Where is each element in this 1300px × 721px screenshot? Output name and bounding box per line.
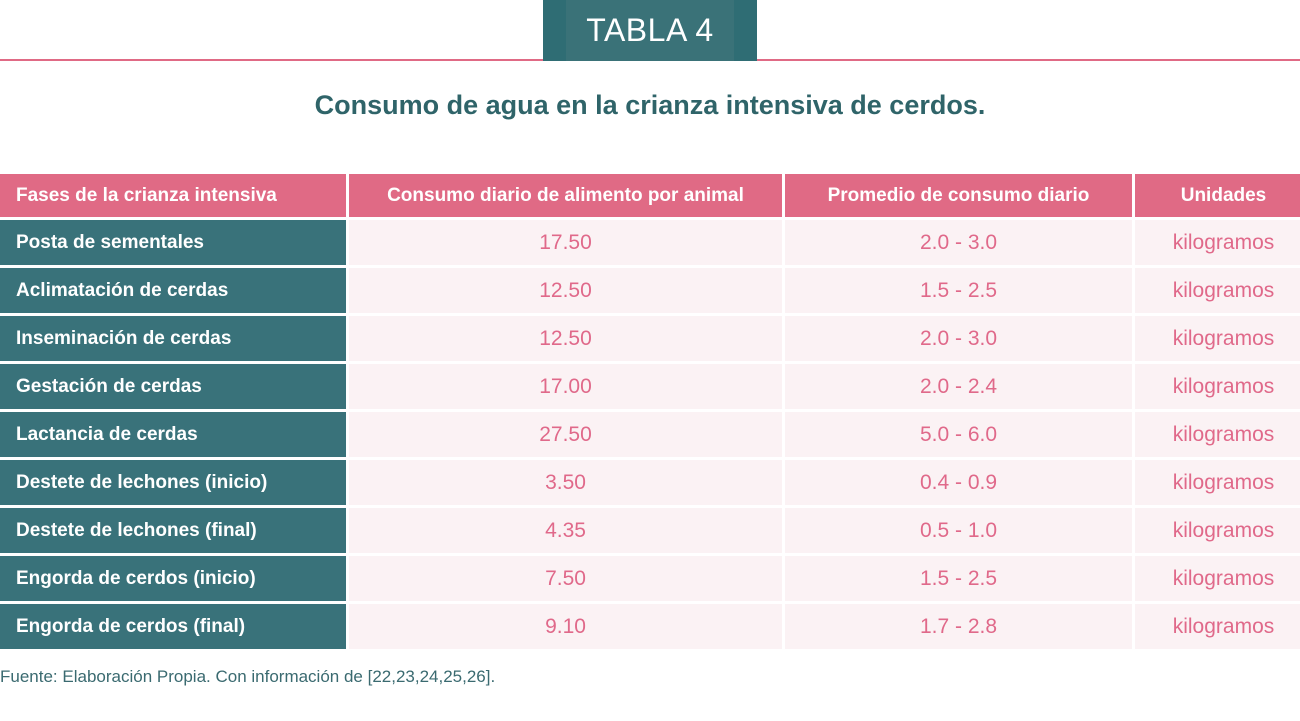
table-tag: TABLA 4: [566, 0, 734, 61]
phase-cell: Lactancia de cerdas: [0, 412, 346, 457]
average-cell: 2.0 - 3.0: [785, 316, 1132, 361]
column-header-food: Consumo diario de alimento por animal: [349, 174, 782, 217]
average-cell: 1.5 - 2.5: [785, 556, 1132, 601]
source-note: Fuente: Elaboración Propia. Con informac…: [0, 667, 496, 686]
food-cell: 27.50: [349, 412, 782, 457]
average-cell: 2.0 - 2.4: [785, 364, 1132, 409]
table-row: Aclimatación de cerdas 12.50 1.5 - 2.5 k…: [0, 268, 1300, 313]
unit-cell: kilogramos: [1135, 316, 1300, 361]
food-cell: 12.50: [349, 316, 782, 361]
table-row: Engorda de cerdos (final) 9.10 1.7 - 2.8…: [0, 604, 1300, 649]
phase-cell: Destete de lechones (inicio): [0, 460, 346, 505]
unit-cell: kilogramos: [1135, 268, 1300, 313]
column-header-average: Promedio de consumo diario: [785, 174, 1132, 217]
food-cell: 17.00: [349, 364, 782, 409]
column-header-units: Unidades: [1135, 174, 1300, 217]
phase-cell: Engorda de cerdos (inicio): [0, 556, 346, 601]
unit-cell: kilogramos: [1135, 508, 1300, 553]
unit-cell: kilogramos: [1135, 460, 1300, 505]
unit-cell: kilogramos: [1135, 556, 1300, 601]
average-cell: 0.4 - 0.9: [785, 460, 1132, 505]
phase-cell: Engorda de cerdos (final): [0, 604, 346, 649]
phase-cell: Inseminación de cerdas: [0, 316, 346, 361]
food-cell: 12.50: [349, 268, 782, 313]
average-cell: 1.5 - 2.5: [785, 268, 1132, 313]
average-cell: 2.0 - 3.0: [785, 220, 1132, 265]
phase-cell: Destete de lechones (final): [0, 508, 346, 553]
table-row: Destete de lechones (final) 4.35 0.5 - 1…: [0, 508, 1300, 553]
table-row: Inseminación de cerdas 12.50 2.0 - 3.0 k…: [0, 316, 1300, 361]
average-cell: 0.5 - 1.0: [785, 508, 1132, 553]
table-title: Consumo de agua en la crianza intensiva …: [314, 90, 986, 120]
table-row: Engorda de cerdos (inicio) 7.50 1.5 - 2.…: [0, 556, 1300, 601]
food-cell: 7.50: [349, 556, 782, 601]
unit-cell: kilogramos: [1135, 412, 1300, 457]
phase-cell: Posta de sementales: [0, 220, 346, 265]
average-cell: 1.7 - 2.8: [785, 604, 1132, 649]
table-row: Lactancia de cerdas 27.50 5.0 - 6.0 kilo…: [0, 412, 1300, 457]
column-header-phase: Fases de la crianza intensiva: [0, 174, 346, 217]
table-row: Gestación de cerdas 17.00 2.0 - 2.4 kilo…: [0, 364, 1300, 409]
header-row: Fases de la crianza intensiva Consumo di…: [0, 174, 1300, 217]
food-cell: 17.50: [349, 220, 782, 265]
phase-cell: Aclimatación de cerdas: [0, 268, 346, 313]
unit-cell: kilogramos: [1135, 604, 1300, 649]
food-cell: 3.50: [349, 460, 782, 505]
table-row: Posta de sementales 17.50 2.0 - 3.0 kilo…: [0, 220, 1300, 265]
unit-cell: kilogramos: [1135, 220, 1300, 265]
food-cell: 4.35: [349, 508, 782, 553]
table-row: Destete de lechones (inicio) 3.50 0.4 - …: [0, 460, 1300, 505]
phase-cell: Gestación de cerdas: [0, 364, 346, 409]
food-cell: 9.10: [349, 604, 782, 649]
average-cell: 5.0 - 6.0: [785, 412, 1132, 457]
consumption-table: Fases de la crianza intensiva Consumo di…: [0, 171, 1300, 652]
unit-cell: kilogramos: [1135, 364, 1300, 409]
